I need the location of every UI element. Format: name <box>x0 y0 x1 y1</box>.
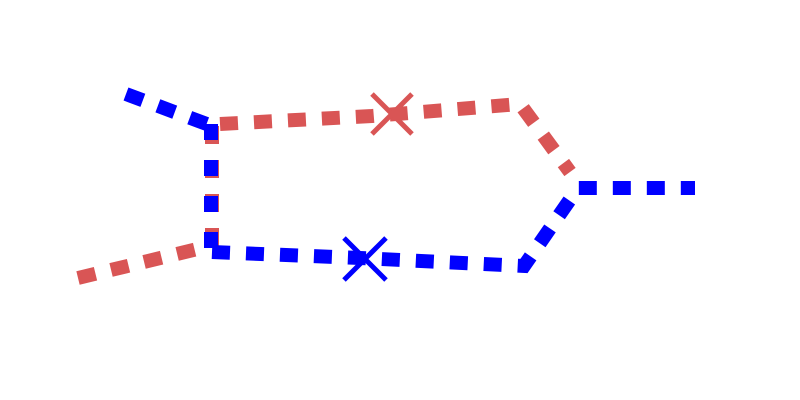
red-route-upper-segment <box>219 96 576 177</box>
blue-route-upper-left-segment <box>123 87 215 133</box>
blue-route-lower-segment <box>211 181 695 274</box>
blue-route <box>123 87 695 274</box>
red-cross-marker <box>370 92 414 136</box>
red-route <box>76 96 576 285</box>
red-route-lower-left-segment <box>76 239 212 285</box>
blue-cross-marker <box>342 236 388 282</box>
